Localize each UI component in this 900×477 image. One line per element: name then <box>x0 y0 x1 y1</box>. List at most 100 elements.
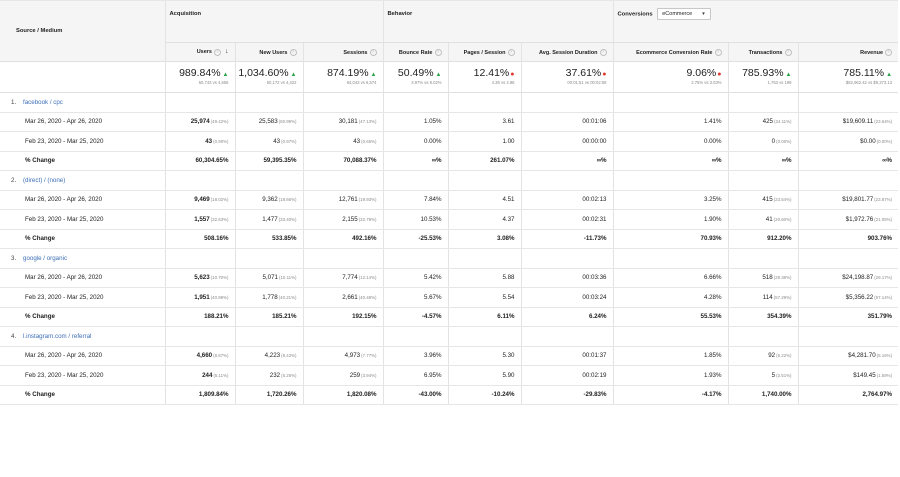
cell-value: 25,583 <box>258 118 278 126</box>
cell-share: (32.63%) <box>210 216 229 222</box>
analytics-report: Source / Medium Acquisition Behavior Con… <box>0 0 899 405</box>
date-range-row: Feb 23, 2020 - Mar 25, 2020 43(0.90%) 43(0… <box>0 131 899 152</box>
date-range-row: Mar 26, 2020 - Apr 26, 2020 5,623(10.70%)… <box>0 268 899 288</box>
cell-share: (23.54%) <box>773 197 792 203</box>
column-header-source-medium[interactable]: Source / Medium <box>0 0 165 62</box>
cell-value: -4.57% <box>421 313 442 321</box>
info-icon[interactable]: ? <box>369 48 377 56</box>
empty-cell <box>234 92 303 113</box>
cell-new-users: 9,362(18.66%) <box>234 190 303 210</box>
cell-value: 4.28% <box>703 293 722 301</box>
cell-share: (49.42%) <box>210 119 229 125</box>
total-percent: 12.41% <box>473 67 510 79</box>
sort-arrow-icon[interactable]: ↓ <box>225 48 229 56</box>
group-header-acquisition: Acquisition <box>164 0 383 43</box>
info-icon[interactable]: ? <box>784 48 792 56</box>
conversions-dropdown[interactable]: eCommerce ▼ <box>657 8 711 20</box>
cell-avg-session-duration: 00:01:37 <box>520 346 613 366</box>
cell-share: (8.87%) <box>213 353 229 359</box>
cell-value: $24,198.87 <box>842 274 874 282</box>
info-icon[interactable]: ? <box>714 48 722 56</box>
column-header-avg-session-duration[interactable]: Avg. Session Duration? <box>520 42 613 62</box>
cell-users: 1,951(40.89%) <box>164 287 235 308</box>
cell-revenue: $19,801.77(23.87%) <box>797 190 899 210</box>
source-link-facebook-cpc[interactable]: facebook / cpc <box>23 98 63 106</box>
cell-value: $0.00 <box>860 137 876 145</box>
empty-cell <box>520 248 613 269</box>
column-header-users[interactable]: Users? ↓ <box>164 42 235 62</box>
info-icon[interactable]: ? <box>885 48 893 56</box>
column-header-bounce-rate[interactable]: Bounce Rate? <box>382 42 448 62</box>
empty-cell <box>727 248 798 269</box>
column-header-ecommerce-conversion-rate[interactable]: Ecommerce Conversion Rate? <box>612 42 728 62</box>
cell-ecommerce-conversion-rate: 3.25% <box>612 190 728 210</box>
row-number: 3. <box>11 254 17 262</box>
cell-value: 3.08% <box>496 235 515 243</box>
cell-value: ∞% <box>431 157 442 165</box>
column-header-sessions[interactable]: Sessions? <box>302 42 383 62</box>
row-number: 4. <box>11 332 17 340</box>
column-header-pages-session[interactable]: Pages / Session? <box>447 42 521 62</box>
cell-value: 492.16% <box>352 235 377 243</box>
cell-share: (40.48%) <box>358 294 377 300</box>
total-comparison: 1,763 vs 199 <box>767 80 792 85</box>
cell-sessions: 4,973(7.77%) <box>302 346 383 366</box>
cell-transactions: ∞% <box>727 151 798 171</box>
section-row: 1. facebook / cpc <box>0 92 899 113</box>
info-icon[interactable]: ? <box>289 48 297 56</box>
empty-cell <box>164 170 235 191</box>
cell-value: -4.17% <box>701 391 722 399</box>
cell-value: ∞% <box>781 157 792 165</box>
cell-value: 508.16% <box>204 235 229 243</box>
info-icon[interactable]: ? <box>599 48 607 56</box>
cell-share: (40.21%) <box>278 294 297 300</box>
cell-share: (8.42%) <box>281 353 297 359</box>
cell-bounce-rate: 0.00% <box>382 131 448 152</box>
cell-share: (57.14%) <box>874 294 893 300</box>
cell-transactions: 518(29.38%) <box>727 268 798 288</box>
empty-cell <box>727 170 798 191</box>
cell-pages-session: 5.88 <box>447 268 521 288</box>
info-icon[interactable]: ? <box>507 48 515 56</box>
source-link-google-organic[interactable]: google / organic <box>23 254 68 262</box>
cell-pages-session: 4.51 <box>447 190 521 210</box>
cell-value: 114 <box>762 293 773 301</box>
section-label-cell: 1. facebook / cpc <box>0 92 165 113</box>
cell-pages-session: 4.37 <box>447 209 521 230</box>
cell-share: (57.29%) <box>773 294 792 300</box>
empty-cell <box>382 326 448 347</box>
cell-value: 43 <box>273 137 281 145</box>
column-header-transactions[interactable]: Transactions? <box>727 42 798 62</box>
source-link-direct-none[interactable]: (direct) / (none) <box>23 176 66 184</box>
row-label: Mar 26, 2020 - Apr 26, 2020 <box>0 268 165 288</box>
cell-sessions: 259(3.94%) <box>302 365 383 386</box>
cell-share: (19.93%) <box>358 197 377 203</box>
column-header-revenue[interactable]: Revenue? <box>797 42 899 62</box>
empty-cell <box>447 170 521 191</box>
section-label-cell: 3. google / organic <box>0 248 165 269</box>
cell-value: $1,972.76 <box>845 215 874 223</box>
trend-up-icon: ▲ <box>435 72 442 78</box>
info-icon[interactable]: ? <box>214 48 221 56</box>
total-value-line: 785.93% ▲ <box>729 67 791 79</box>
column-header-label: Transactions <box>748 49 783 56</box>
cell-bounce-rate: 10.53% <box>382 209 448 230</box>
cell-pages-session: -10.24% <box>447 385 521 405</box>
cell-value: 518 <box>762 274 773 282</box>
cell-new-users: 232(5.25%) <box>234 365 303 386</box>
date-range-row: Mar 26, 2020 - Apr 26, 2020 25,974(49.42%… <box>0 112 899 132</box>
total-comparison: 50,743 vs 4,656 <box>198 80 229 85</box>
cell-value: 4,223 <box>264 352 281 360</box>
cell-avg-session-duration: 00:02:31 <box>520 209 613 230</box>
cell-avg-session-duration: 00:02:19 <box>520 365 613 386</box>
cell-users: 5,623(10.70%) <box>164 268 235 288</box>
total-cell-sessions: 874.19% ▲ 64,043 vs 6,574 <box>302 61 383 93</box>
info-icon[interactable]: ? <box>434 48 442 56</box>
cell-sessions: 70,088.37% <box>302 151 383 171</box>
cell-value: 2,661 <box>342 293 358 301</box>
total-percent: 785.93% <box>742 67 784 79</box>
cell-share: (0.65%) <box>361 138 377 144</box>
cell-value: 55.53% <box>700 313 722 321</box>
source-link-l-instagram-com-referral[interactable]: l.instagram.com / referral <box>23 332 92 340</box>
column-header-new-users[interactable]: New Users? <box>234 42 303 62</box>
